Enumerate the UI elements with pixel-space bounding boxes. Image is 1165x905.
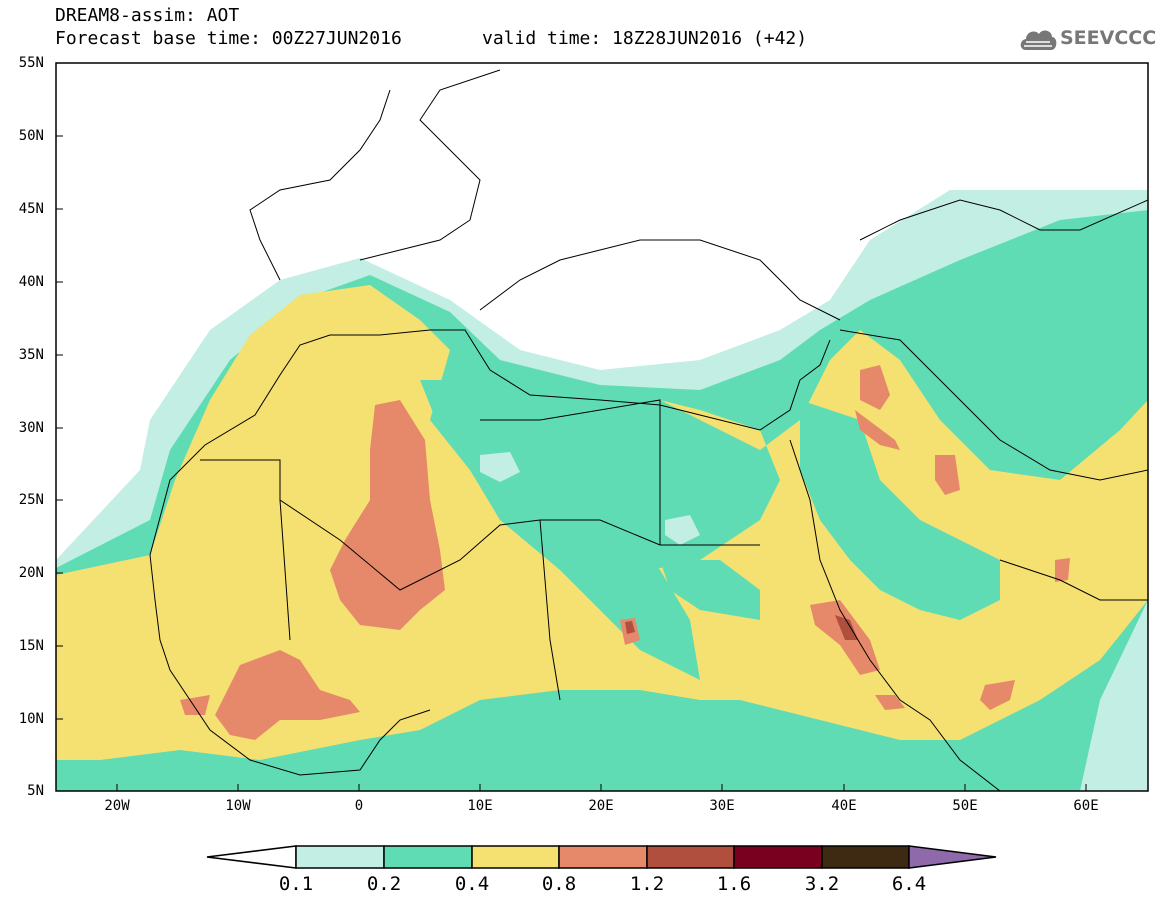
colorbar-segment [733,845,823,869]
lat-label: 40N [18,274,44,290]
aot-core-0-8 [180,695,210,715]
lat-label: 45N [18,201,44,217]
aot-patch-cyan [480,452,520,482]
colorbar-label: 0.1 [278,873,314,895]
aot-core-0-8 [1055,558,1070,582]
lat-label: 10N [18,711,44,727]
lon-label: 0 [354,798,364,814]
colorbar-label: 0.4 [454,873,490,895]
colorbar-under-triangle [206,845,297,869]
aot-patch-green [800,400,1000,620]
colorbar-segment [471,845,560,869]
colorbar-label: 1.6 [716,873,752,895]
lat-label: 15N [18,638,44,654]
seevccc-logo: SEEVCCC [1018,24,1157,54]
forecast-base-time: Forecast base time: 00Z27JUN2016 [55,28,402,49]
valid-time: valid time: 18Z28JUN2016 (+42) [482,28,808,49]
colorbar-label: 1.2 [629,873,665,895]
aot-core-0-8 [860,365,890,410]
colorbar-label: 6.4 [891,873,927,895]
aot-core-1-2 [625,621,635,634]
aot-core-1-2 [835,615,858,640]
colorbar-over-triangle [908,845,997,869]
aot-patch-cyan [665,515,700,545]
colorbar-label: 0.8 [541,873,577,895]
logo-text: SEEVCCC [1060,27,1157,49]
lon-label: 30E [709,798,735,814]
aot-fields [56,63,1148,791]
lon-label: 10E [467,798,493,814]
coastlines [149,69,1148,791]
aot-patch-green [660,560,760,620]
lon-label: 50E [952,798,978,814]
colorbar-segment [295,845,385,869]
colorbar-segment [558,845,648,869]
lon-label: 20W [104,798,130,814]
axis-ticks [56,62,1087,791]
lat-label: 30N [18,420,44,436]
aot-core-0-8 [330,400,445,630]
colorbar [206,845,997,869]
lon-label: 40E [831,798,857,814]
cloud-icon [1020,30,1057,50]
colorbar-segment [383,845,473,869]
lat-label: 35N [18,347,44,363]
lat-label: 25N [18,492,44,508]
colorbar-segment [646,845,735,869]
lon-label: 60E [1073,798,1099,814]
aot-core-0-8 [875,695,905,710]
aot-core-0-8 [215,650,360,740]
lat-label: 55N [18,55,44,71]
colorbar-label: 3.2 [804,873,840,895]
lat-label: 50N [18,128,44,144]
aot-core-0-8 [980,680,1015,710]
lat-label: 20N [18,565,44,581]
lon-label: 20E [588,798,614,814]
lon-label: 10W [225,798,251,814]
map-title: DREAM8-assim: AOT [55,5,240,26]
colorbar-label: 0.2 [366,873,402,895]
lat-label: 5N [27,783,44,799]
aot-core-0-8 [855,410,900,450]
aot-core-0-8 [935,455,960,495]
colorbar-segment [821,845,910,869]
map-frame [55,62,1149,792]
